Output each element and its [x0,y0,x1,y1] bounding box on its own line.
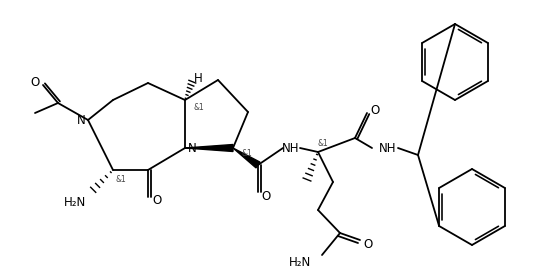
Text: O: O [153,194,162,208]
Text: N: N [188,142,196,155]
Text: H: H [194,72,203,84]
Text: O: O [31,76,39,89]
Text: &1: &1 [194,103,204,111]
Text: N: N [77,114,85,126]
Text: NH: NH [282,142,300,155]
Text: H₂N: H₂N [289,257,311,269]
Text: O: O [261,189,271,202]
Text: O: O [370,103,380,117]
Text: &1: &1 [115,175,127,185]
Text: &1: &1 [241,148,253,158]
Polygon shape [185,144,233,152]
Text: O: O [364,238,372,251]
Polygon shape [233,148,260,168]
Text: NH: NH [379,142,397,155]
Text: H₂N: H₂N [64,196,86,208]
Text: &1: &1 [317,139,329,147]
